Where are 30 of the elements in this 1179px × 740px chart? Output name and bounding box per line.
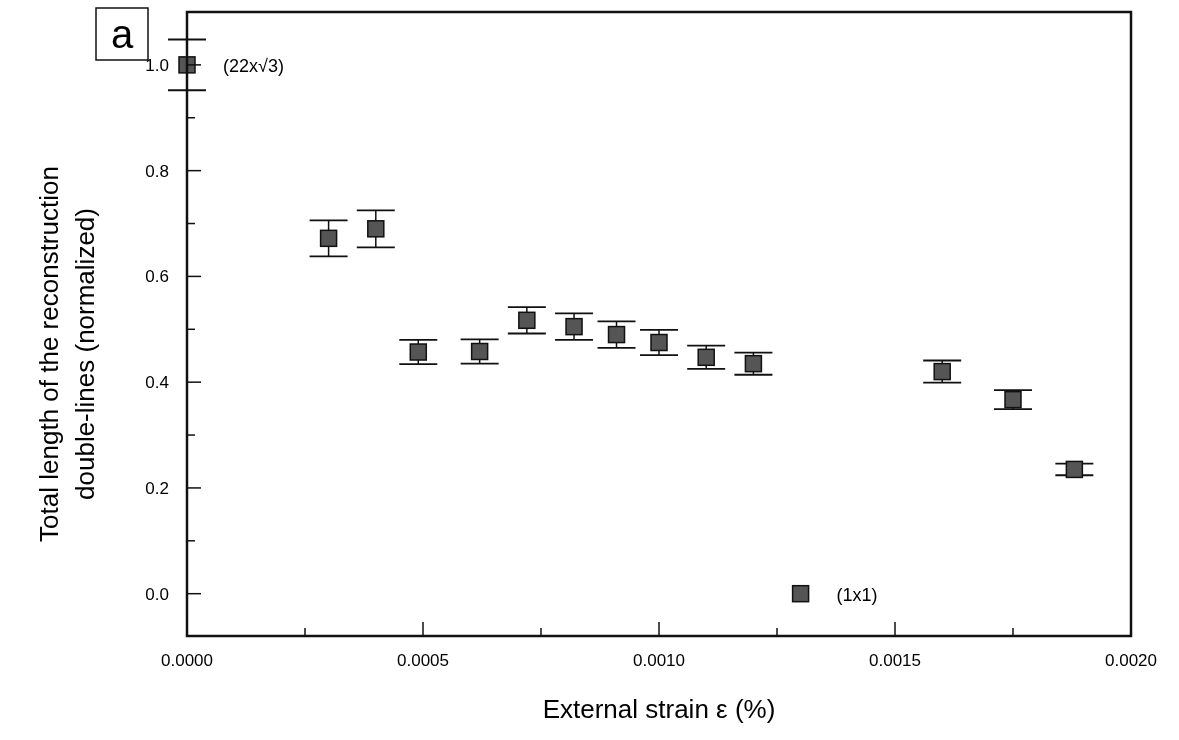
y-tick-label: 0.2 <box>145 478 169 498</box>
annotation: (22x√3) <box>223 55 284 76</box>
y-tick-label: 1.0 <box>145 55 169 75</box>
point <box>791 584 810 603</box>
point <box>367 220 385 238</box>
annotation: (1x1) <box>836 584 878 605</box>
y-axis-title: Total length of the reconstruction double-lines (normalized) <box>34 166 100 542</box>
point <box>650 333 668 352</box>
y-tick-label: 0.6 <box>145 267 169 287</box>
y-tick-label: 0.0 <box>145 584 169 604</box>
point <box>470 342 489 361</box>
point <box>1004 390 1022 409</box>
point <box>565 317 583 336</box>
y-tick-label: 0.4 <box>145 373 169 393</box>
point <box>933 362 951 381</box>
x-tick-label: 0.0015 <box>869 651 921 670</box>
point <box>319 229 338 248</box>
point <box>607 325 626 344</box>
point <box>697 348 715 367</box>
point <box>1065 460 1084 479</box>
y-tick-label: 0.8 <box>145 161 169 181</box>
text: a <box>110 12 134 56</box>
point <box>409 343 428 361</box>
point <box>518 311 536 330</box>
x-tick-label: 0.0010 <box>633 651 685 670</box>
x-tick-label: 0.0000 <box>161 651 213 670</box>
point <box>744 354 763 373</box>
x-tick-label: 0.0005 <box>397 651 449 670</box>
x-axis-title: External strain ε (%) <box>542 694 776 724</box>
x-tick-label: 0.0020 <box>1105 651 1157 670</box>
